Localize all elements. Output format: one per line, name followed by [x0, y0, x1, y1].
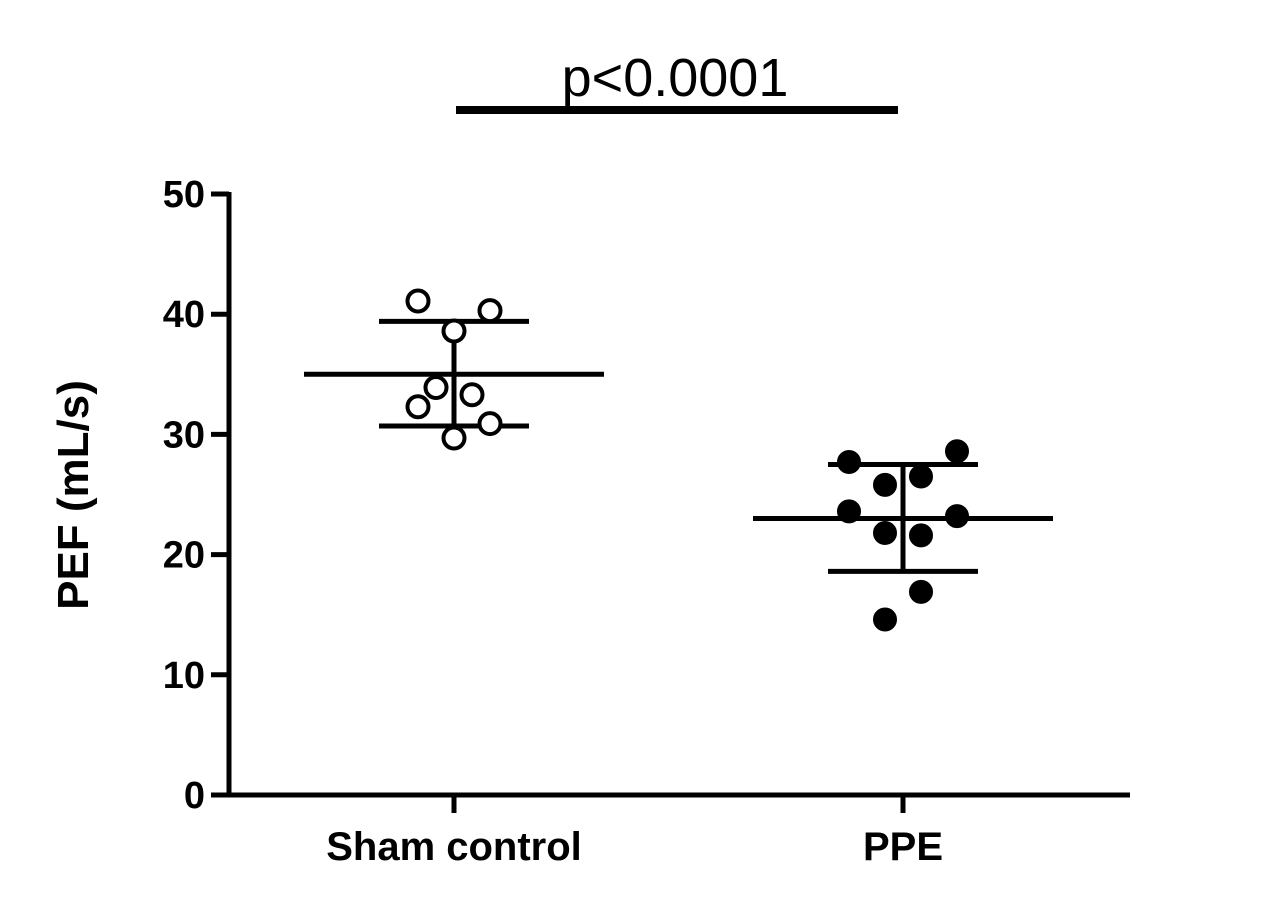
axes [226, 192, 1130, 798]
ppe-data-point [945, 439, 969, 464]
ppe-data-point [873, 607, 897, 632]
sham-data-point [477, 298, 503, 324]
y-axis-ticks: 0 10 20 30 40 50 [163, 174, 229, 817]
y-tick-label: 10 [163, 655, 205, 697]
significance-label: p<0.0001 [562, 48, 789, 108]
ppe-data-point [837, 499, 861, 524]
ppe-data-point [837, 450, 861, 475]
y-tick-label: 50 [163, 174, 205, 216]
sham-data-point [405, 394, 431, 420]
data-points [405, 288, 969, 632]
y-tick-label: 30 [163, 414, 205, 456]
sham-data-point [441, 318, 467, 344]
x-category-label: Sham control [326, 825, 582, 869]
sham-data-point [477, 411, 503, 437]
y-axis-title: PEF (mL/s) [49, 380, 98, 610]
sham-data-point [423, 375, 449, 401]
x-category-label: PPE [863, 825, 943, 869]
ppe-data-point [909, 523, 933, 548]
ppe-data-point [909, 464, 933, 489]
x-axis-ticks: Sham control PPE [326, 795, 943, 869]
y-tick-label: 0 [184, 775, 205, 817]
ppe-data-point [873, 520, 897, 545]
sham-data-point [459, 382, 485, 408]
ppe-data-point [945, 504, 969, 529]
y-tick-label: 40 [163, 294, 205, 336]
ppe-data-point [909, 579, 933, 604]
significance-annotation: p<0.0001 [456, 48, 898, 114]
error-bars [304, 318, 1053, 574]
y-tick-label: 20 [163, 535, 205, 577]
ppe-data-point [873, 472, 897, 497]
sham-data-point [441, 425, 467, 451]
sham-data-point [405, 288, 431, 314]
